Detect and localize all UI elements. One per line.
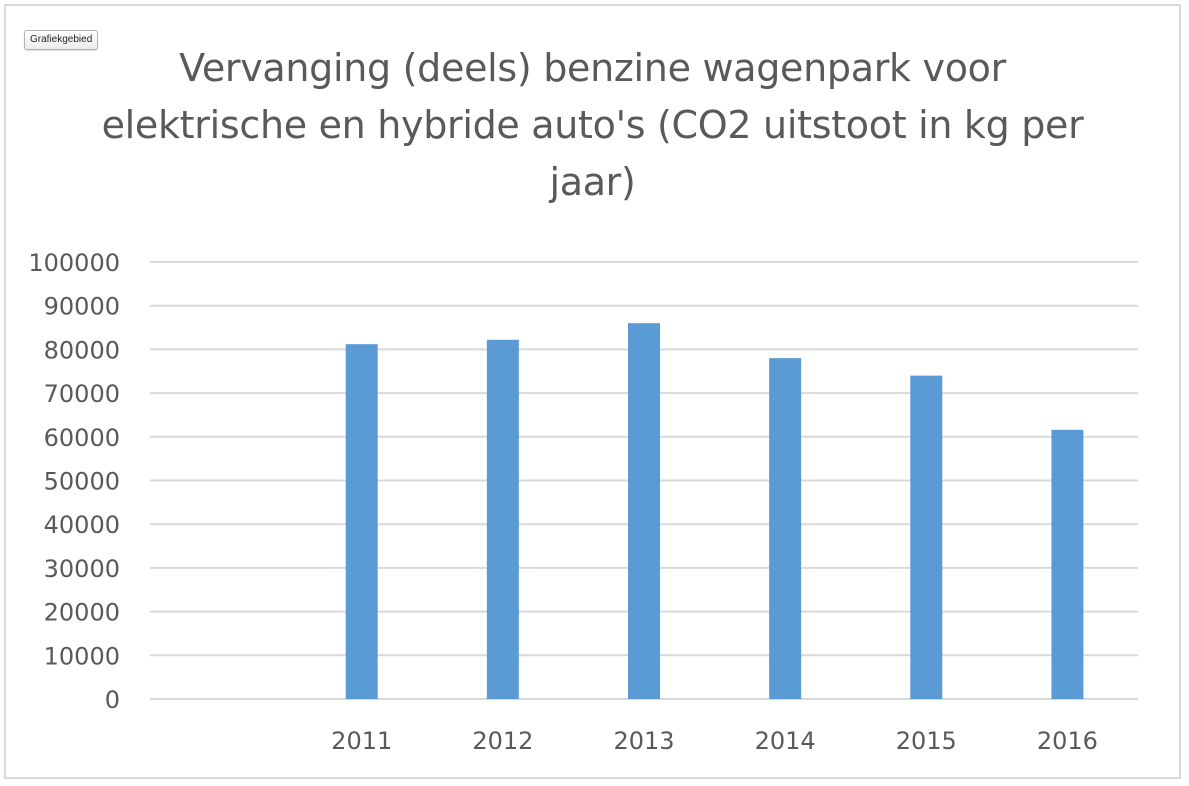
x-tick-label: 2011	[331, 727, 392, 755]
bar-series	[345, 323, 1084, 699]
y-tick-label: 90000	[44, 293, 120, 321]
y-tick-label: 80000	[44, 336, 120, 364]
x-tick-label: 2013	[613, 727, 674, 755]
bar-2012	[486, 339, 519, 699]
y-axis-ticks: 0 10000 20000 30000 40000 50000 60000 70000 8000…	[28, 249, 120, 714]
y-tick-label: 60000	[44, 424, 120, 452]
y-tick-label: 0	[105, 686, 120, 714]
bar-2011	[345, 344, 378, 699]
y-tick-label: 30000	[44, 555, 120, 583]
y-tick-label: 70000	[44, 380, 120, 408]
bar-2014	[769, 358, 802, 699]
y-tick-label: 10000	[44, 642, 120, 670]
x-tick-label: 2015	[896, 727, 957, 755]
x-tick-label: 2016	[1037, 727, 1098, 755]
bar-2013	[628, 323, 660, 699]
x-axis-ticks: 2011 2012 2013 2014 2015 2016	[331, 727, 1098, 755]
bar-2016	[1051, 429, 1084, 699]
x-tick-label: 2014	[755, 727, 816, 755]
y-tick-label: 40000	[44, 511, 120, 539]
x-tick-label: 2012	[472, 727, 533, 755]
chart-area	[4, 4, 1181, 779]
chart-area-tooltip: Grafiekgebied	[24, 30, 99, 50]
y-tick-label: 20000	[44, 599, 120, 627]
y-tick-label: 100000	[28, 249, 120, 277]
y-tick-label: 50000	[44, 468, 120, 496]
bar-2015	[910, 375, 943, 699]
chart-title: Vervanging (deels) benzine wagenpark voo…	[101, 46, 1084, 204]
